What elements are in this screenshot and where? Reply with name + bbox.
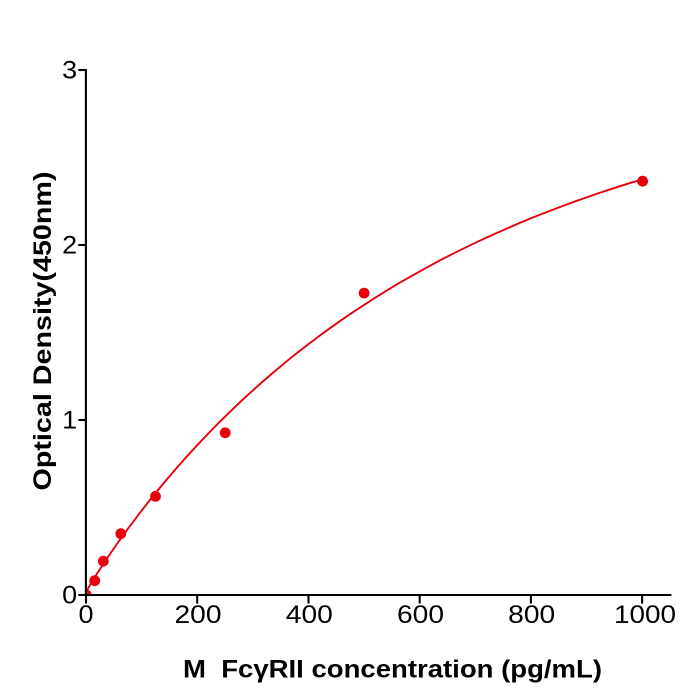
svg-text:M FcγRII concentration (pg/mL: M FcγRII concentration (pg/mL): [183, 656, 602, 684]
svg-text:3: 3: [62, 57, 77, 85]
svg-text:2: 2: [62, 232, 77, 260]
svg-text:0: 0: [62, 582, 77, 610]
svg-text:600: 600: [397, 601, 444, 629]
svg-text:1: 1: [62, 407, 77, 435]
svg-text:Optical Density(450nm): Optical Density(450nm): [29, 172, 57, 491]
svg-text:800: 800: [508, 601, 555, 629]
svg-text:1000: 1000: [614, 601, 676, 629]
svg-text:400: 400: [286, 601, 333, 629]
svg-text:200: 200: [175, 601, 222, 629]
svg-text:0: 0: [79, 601, 94, 629]
